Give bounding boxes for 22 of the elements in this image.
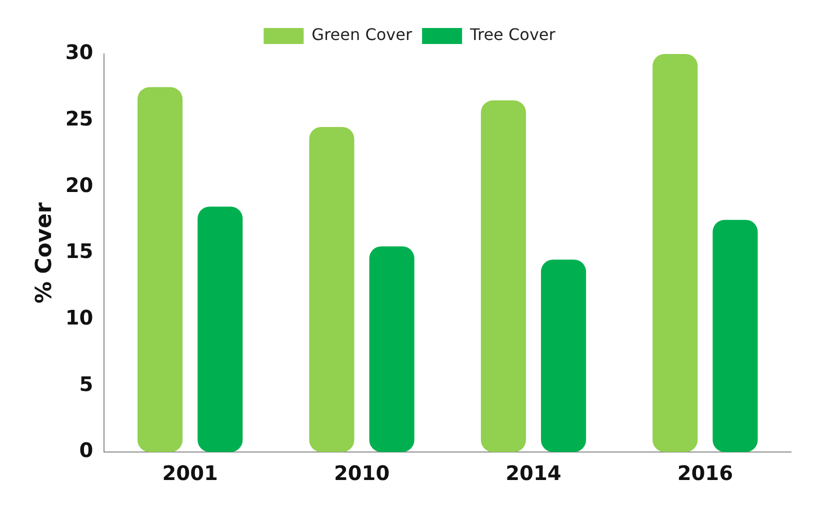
x-tick-label: 2001	[162, 461, 218, 486]
y-tick-label: 25	[65, 106, 94, 131]
y-tick-label: 15	[65, 239, 94, 264]
bar	[540, 260, 586, 452]
y-tick-label: 0	[79, 438, 94, 462]
x-tick-label: 2014	[506, 461, 562, 486]
bar	[480, 100, 526, 452]
bar	[198, 206, 243, 452]
legend-label: Tree Cover	[469, 25, 556, 44]
bar	[138, 87, 183, 452]
y-tick-label: 5	[79, 372, 94, 396]
legend-label: Green Cover	[312, 25, 412, 44]
bar	[652, 54, 698, 452]
bar	[309, 126, 354, 452]
y-tick-label: 30	[65, 40, 94, 64]
y-tick-label: 10	[65, 306, 94, 330]
y-axis-title: % Cover	[32, 202, 57, 304]
bar	[369, 246, 414, 452]
x-tick-label: 2010	[334, 461, 390, 486]
y-tick-label: 20	[65, 172, 94, 197]
x-tick-label: 2016	[677, 461, 733, 486]
bar	[712, 220, 758, 452]
